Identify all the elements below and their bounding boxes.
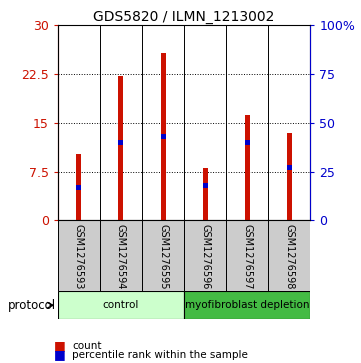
Bar [142, 220, 184, 291]
Bar [203, 183, 208, 188]
Bar [184, 220, 226, 291]
Bar [161, 53, 166, 220]
Bar [245, 140, 250, 145]
Text: count: count [72, 340, 102, 351]
Text: GSM1276598: GSM1276598 [284, 224, 295, 289]
Bar [287, 165, 292, 170]
Bar [76, 154, 81, 220]
Text: percentile rank within the sample: percentile rank within the sample [72, 350, 248, 360]
Text: ■: ■ [54, 348, 66, 362]
Bar [118, 76, 123, 220]
Bar [58, 291, 184, 319]
Bar [226, 220, 268, 291]
Bar [184, 291, 310, 319]
Text: myofibroblast depletion: myofibroblast depletion [185, 300, 309, 310]
Text: GSM1276593: GSM1276593 [74, 224, 84, 289]
Text: GSM1276597: GSM1276597 [242, 224, 252, 289]
Bar [76, 184, 81, 190]
Text: GSM1276595: GSM1276595 [158, 224, 168, 289]
Text: protocol: protocol [8, 299, 56, 312]
Bar [287, 132, 292, 220]
Bar [161, 134, 166, 139]
Text: GSM1276596: GSM1276596 [200, 224, 210, 289]
Bar [203, 168, 208, 220]
Bar [118, 140, 123, 145]
Bar [100, 220, 142, 291]
Bar [268, 220, 310, 291]
Title: GDS5820 / ILMN_1213002: GDS5820 / ILMN_1213002 [93, 11, 275, 24]
Bar [245, 115, 250, 220]
Text: ■: ■ [54, 339, 66, 352]
Text: GSM1276594: GSM1276594 [116, 224, 126, 289]
Text: control: control [103, 300, 139, 310]
Bar [58, 220, 100, 291]
